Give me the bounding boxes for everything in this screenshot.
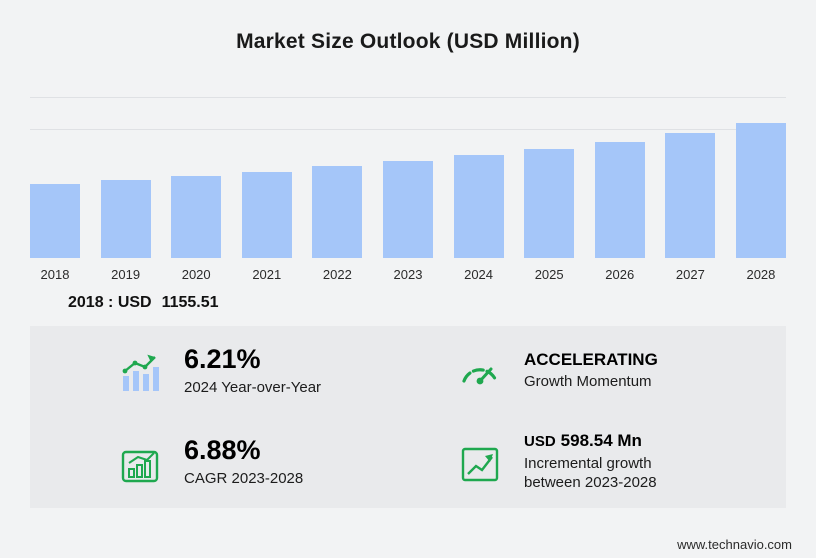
cagr-bar-chart-icon: [121, 450, 159, 482]
x-axis-label-2024: 2024: [464, 267, 494, 282]
stat-growth-momentum: ACCELERATING Growth Momentum: [408, 326, 786, 417]
yoy-bars-trend-icon: [122, 354, 159, 391]
bar-2021: [241, 171, 292, 258]
x-axis-label-2028: 2028: [746, 267, 776, 282]
market-size-bar-chart: 2018 2019 2020 2021 2022 2023 2024 2025 2026 2027…: [30, 97, 786, 282]
x-axis-label-2026: 2026: [605, 267, 635, 282]
bar-2022: [312, 166, 363, 258]
stats-panel: 6.21% 2024 Year-over-Year ACCELERATING G…: [30, 326, 786, 508]
x-axis-label-2023: 2023: [393, 267, 423, 282]
stat-text: ACCELERATING Growth Momentum: [524, 349, 658, 392]
bar-2027: [665, 132, 716, 258]
base-year-value: 1155.51: [161, 294, 219, 311]
incremental-growth-icon: [461, 447, 499, 481]
stat-incremental-growth: USD 598.54 Mn Incremental growth between …: [408, 417, 786, 508]
x-axis-label-2021: 2021: [252, 267, 282, 282]
bar-2019: [100, 180, 151, 258]
gridline: [30, 97, 786, 98]
stat-year-over-year: 6.21% 2024 Year-over-Year: [30, 326, 408, 417]
x-axis-labels: 2018 2019 2020 2021 2022 2023 2024 2025 2026 2027…: [30, 267, 786, 282]
stat-value-number: 598.54 Mn: [560, 431, 642, 451]
bar-2018: [30, 184, 80, 258]
bar-2028: [735, 122, 786, 258]
x-axis-label-2025: 2025: [534, 267, 564, 282]
stat-text: 6.88% CAGR 2023-2028: [184, 436, 303, 488]
stat-value: 6.88%: [184, 435, 261, 466]
x-axis-label-2019: 2019: [111, 267, 141, 282]
stat-label: CAGR 2023-2028: [184, 469, 304, 487]
stat-cagr: 6.88% CAGR 2023-2028: [30, 417, 408, 508]
stat-text: 6.21% 2024 Year-over-Year: [184, 345, 321, 397]
gridline: [30, 129, 786, 130]
stat-label: Growth Momentum: [524, 373, 652, 391]
base-year-label: 2018 : USD: [68, 294, 152, 311]
x-axis-label-2027: 2027: [675, 267, 705, 282]
gauge-icon: [462, 367, 498, 384]
x-axis-label-2018: 2018: [40, 267, 70, 282]
stat-value-prefix: USD: [524, 433, 556, 451]
page-title: Market Size Outlook (USD Million): [236, 30, 580, 53]
bar-2020: [171, 176, 222, 258]
base-year-value-note: 2018 : USD 1155.51: [68, 294, 816, 312]
stat-label: Incremental growth between 2023-2028: [524, 455, 657, 491]
stat-value: 6.21%: [184, 344, 261, 375]
bar-2025: [524, 148, 575, 258]
bar-2026: [594, 141, 645, 258]
website-link[interactable]: www.technavio.com: [677, 537, 792, 552]
stat-value: ACCELERATING: [524, 349, 658, 369]
stat-text: USD 598.54 Mn Incremental growth between …: [524, 432, 709, 492]
stat-label: 2024 Year-over-Year: [184, 378, 322, 396]
bar-2024: [453, 154, 504, 258]
bar-2023: [382, 160, 433, 258]
x-axis-label-2022: 2022: [322, 267, 352, 282]
stat-value: USD 598.54 Mn: [524, 432, 709, 451]
x-axis-label-2020: 2020: [181, 267, 211, 282]
bar-plot: [30, 97, 786, 258]
